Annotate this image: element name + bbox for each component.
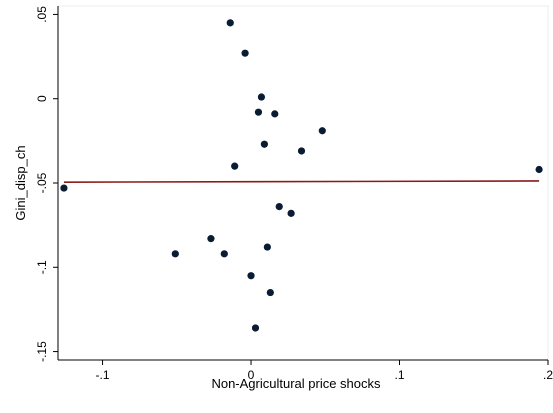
y-tick-label: .05 — [35, 6, 49, 23]
scatter-point — [260, 140, 268, 148]
x-axis-title: Non-Agricultural price shocks — [211, 376, 381, 391]
series-layer — [60, 19, 543, 332]
scatter-point — [60, 184, 68, 192]
y-tick-label: -.15 — [35, 341, 49, 362]
scatter-point — [171, 250, 179, 258]
scatter-point — [318, 127, 326, 135]
x-ticks: -.1 0 .1 .2 — [96, 360, 553, 382]
x-tick-label: .2 — [543, 368, 553, 382]
scatter-point — [226, 19, 234, 27]
y-tick-label: 0 — [35, 95, 49, 102]
scatter-point — [275, 203, 283, 211]
scatter-point — [251, 324, 260, 332]
scatter-point — [535, 165, 543, 174]
y-ticks: .05 0 -.05 -.1 -.15 — [35, 6, 58, 362]
plot-region-frame — [57, 5, 549, 361]
scatter-point — [287, 209, 295, 217]
scatter-point — [257, 93, 266, 101]
scatter-point — [207, 235, 215, 243]
scatter-point — [263, 243, 271, 251]
x-tick-label: -.1 — [96, 368, 110, 382]
scatter-point — [254, 108, 263, 116]
scatter-point — [297, 147, 306, 155]
x-tick-label: 0 — [248, 368, 255, 382]
scatter-point — [241, 49, 249, 57]
scatter-point — [231, 162, 239, 170]
scatter-point — [271, 110, 279, 118]
scatter-point — [266, 288, 274, 297]
y-tick-label: -.05 — [35, 172, 49, 193]
scatter-point — [247, 272, 255, 280]
scatter-point — [220, 250, 228, 258]
y-axis-title: Gini_disp_ch — [13, 145, 28, 220]
fitted-line — [63, 180, 540, 183]
x-tick-label: .1 — [395, 368, 405, 382]
y-tick-label: -.1 — [35, 260, 49, 274]
